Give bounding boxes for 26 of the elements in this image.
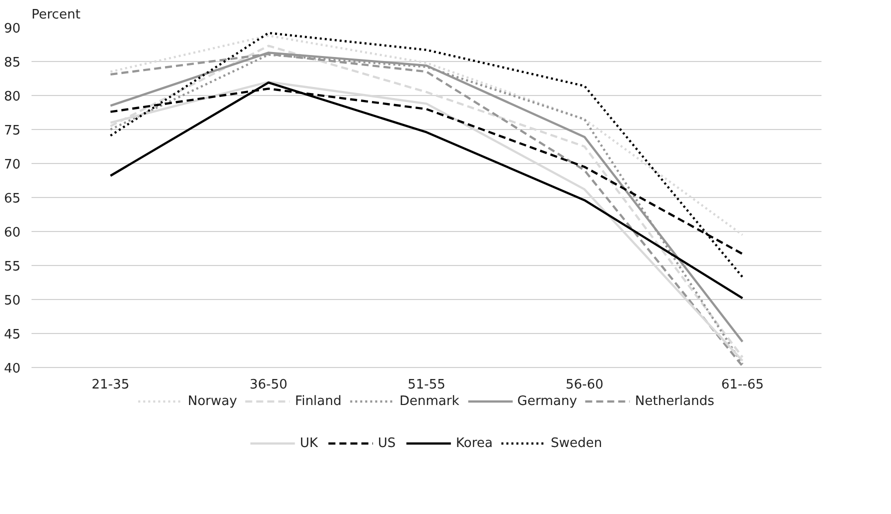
y-axis-title: Percent bbox=[32, 8, 80, 22]
y-tick-label: 70 bbox=[4, 158, 21, 172]
legend-label: Sweden bbox=[550, 436, 602, 450]
y-tick-label: 50 bbox=[4, 294, 21, 308]
y-tick-label: 55 bbox=[4, 260, 21, 274]
legend-label: UK bbox=[300, 436, 319, 450]
y-tick-label: 65 bbox=[4, 192, 21, 206]
y-tick-label: 45 bbox=[4, 328, 21, 342]
legend-label: Korea bbox=[456, 436, 493, 450]
y-tick-label: 90 bbox=[4, 22, 21, 36]
legend-label: Denmark bbox=[400, 394, 460, 408]
y-tick-label: 40 bbox=[4, 362, 21, 376]
y-tick-label: 60 bbox=[4, 226, 21, 240]
x-tick-label: 51-55 bbox=[408, 378, 446, 392]
x-tick-label: 21-35 bbox=[92, 378, 130, 392]
x-tick-label: 61--65 bbox=[721, 378, 764, 392]
x-tick-label: 56-60 bbox=[566, 378, 604, 392]
legend-label: Finland bbox=[295, 394, 342, 408]
legend-label: US bbox=[378, 436, 397, 450]
y-tick-label: 75 bbox=[4, 124, 21, 138]
legend-label: Germany bbox=[517, 394, 578, 408]
y-tick-label: 85 bbox=[4, 56, 21, 70]
y-tick-label: 80 bbox=[4, 90, 21, 104]
legend-label: Netherlands bbox=[635, 394, 714, 408]
legend-label: Norway bbox=[188, 394, 238, 408]
x-tick-label: 36-50 bbox=[250, 378, 288, 392]
